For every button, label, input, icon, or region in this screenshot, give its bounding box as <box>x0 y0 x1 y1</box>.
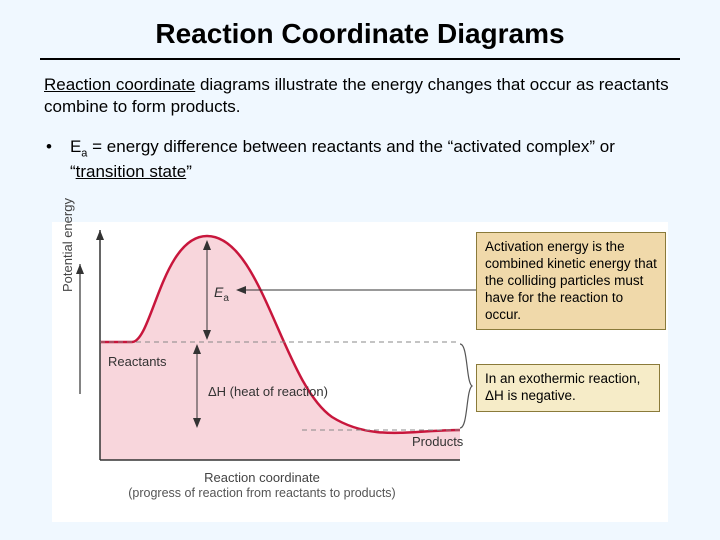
dh-brace <box>460 344 472 428</box>
callout-exothermic: In an exothermic reaction, ΔH is negativ… <box>476 364 660 412</box>
ea-label-sub: a <box>223 293 229 304</box>
slide: Reaction Coordinate Diagrams Reaction co… <box>0 0 720 540</box>
products-label: Products <box>412 434 463 449</box>
intro-text: Reaction coordinate diagrams illustrate … <box>40 74 680 118</box>
dh-label: ΔH (heat of reaction) <box>208 384 328 399</box>
ea-label: Ea <box>214 284 229 304</box>
bullet-text: Ea = energy difference between reactants… <box>70 136 676 183</box>
ea-symbol: E <box>70 137 81 156</box>
bullet-marker: • <box>46 136 52 158</box>
y-axis-arrow-icon <box>96 230 104 240</box>
y-axis-label: Potential energy <box>60 198 75 292</box>
bullet-item: • Ea = energy difference between reactan… <box>40 136 680 183</box>
ea-label-sym: E <box>214 284 223 300</box>
page-title: Reaction Coordinate Diagrams <box>40 18 680 60</box>
x-axis-sublabel: (progress of reaction from reactants to … <box>52 486 472 500</box>
callout-activation-energy: Activation energy is the combined kineti… <box>476 232 666 330</box>
bullet-underlined: transition state <box>76 162 187 181</box>
reactants-label: Reactants <box>108 354 167 369</box>
x-axis-label: Reaction coordinate <box>52 470 472 485</box>
energy-curve-fill <box>100 236 460 460</box>
reaction-diagram: Potential energy Reaction coordinate (pr… <box>52 222 668 522</box>
bullet-after: ” <box>186 162 192 181</box>
intro-underlined: Reaction coordinate <box>44 75 195 94</box>
y-label-arrow-icon <box>76 264 84 274</box>
